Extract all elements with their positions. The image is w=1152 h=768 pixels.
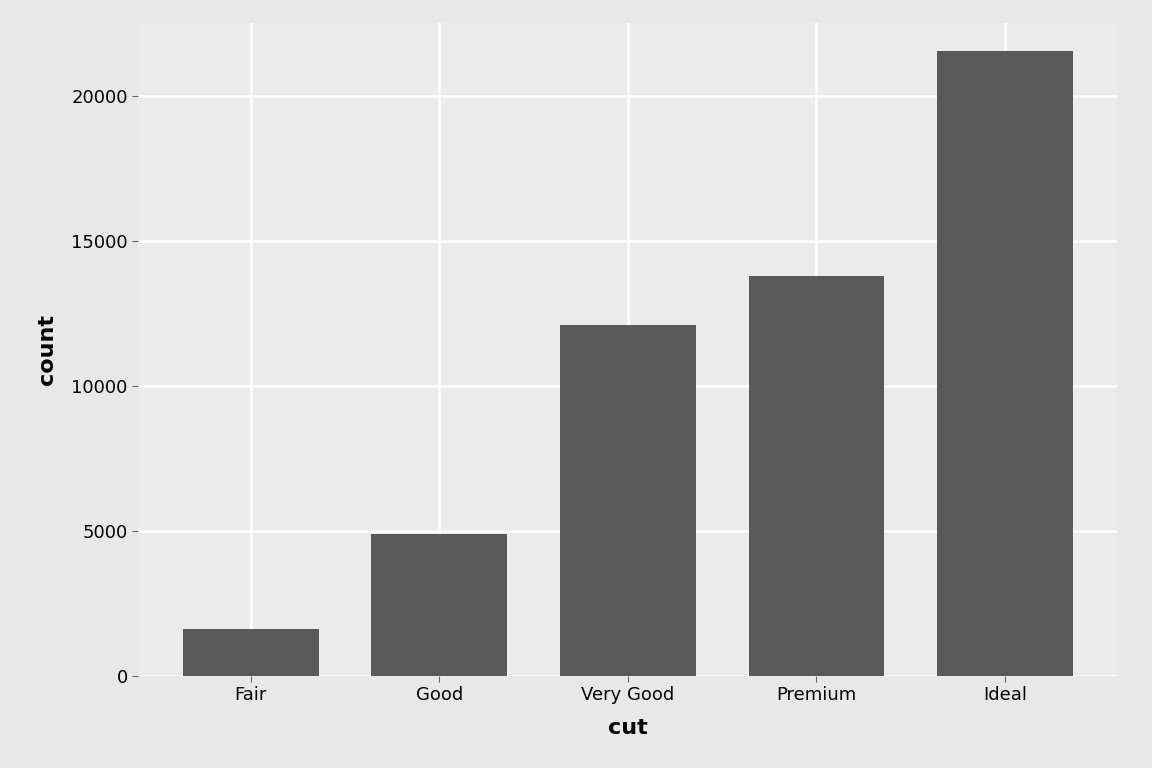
Bar — [937, 51, 1073, 676]
Bar — [749, 276, 885, 676]
Bar — [371, 534, 507, 676]
Y-axis label: count: count — [37, 314, 58, 385]
Bar — [560, 326, 696, 676]
Bar — [183, 629, 319, 676]
X-axis label: cut: cut — [608, 718, 647, 738]
